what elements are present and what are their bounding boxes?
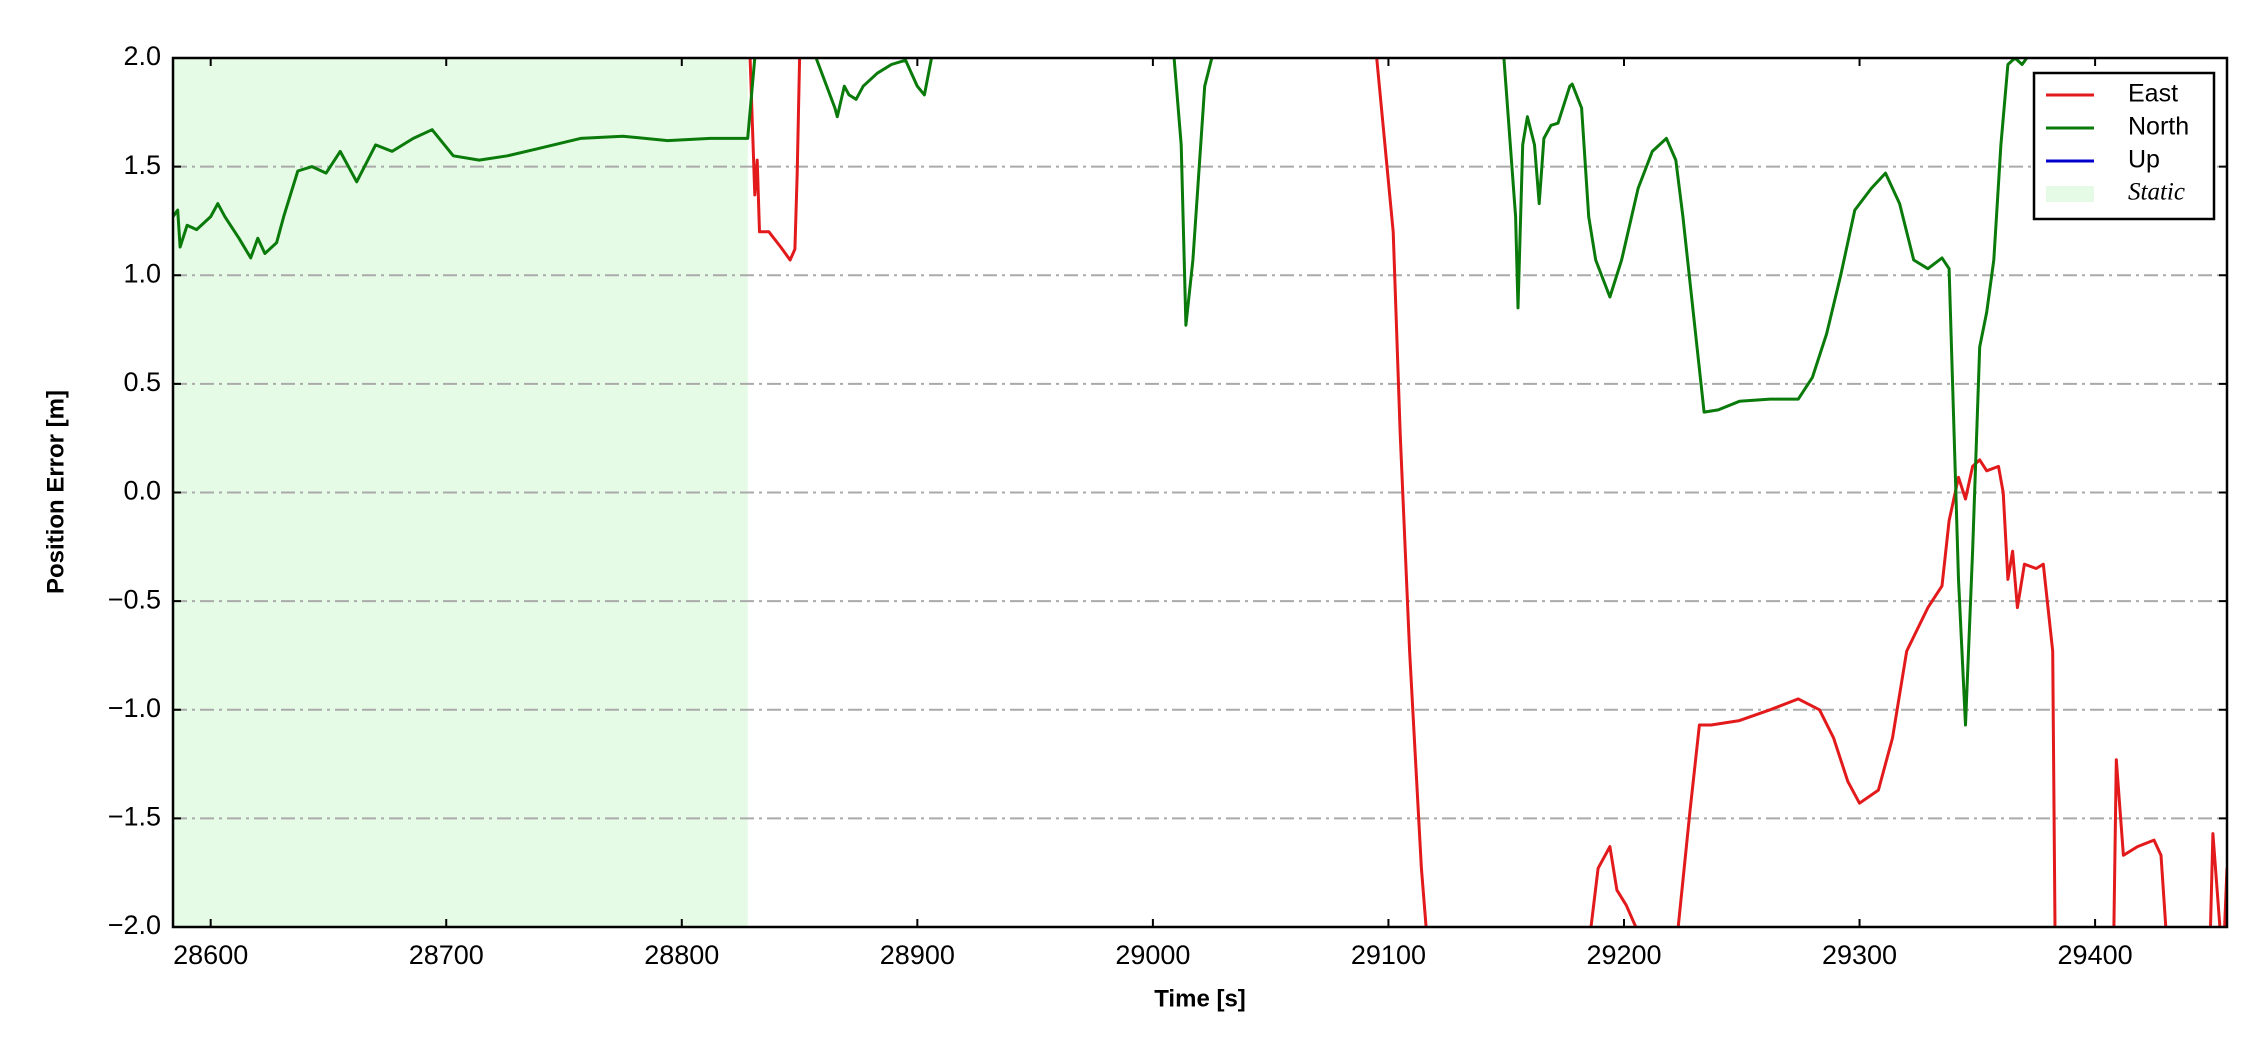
x-tick-label: 28600 [173, 940, 248, 970]
y-tick-label: 1.0 [123, 258, 161, 288]
x-tick-label: 29300 [1822, 940, 1897, 970]
x-tick-label: 29000 [1115, 940, 1190, 970]
plot-area [173, 58, 2227, 927]
y-tick-label: −0.5 [108, 584, 161, 614]
x-tick-label: 29400 [2058, 940, 2133, 970]
legend-label: Up [2128, 146, 2160, 174]
y-tick-label: 0.0 [123, 476, 161, 506]
x-axis-title: Time [s] [1154, 985, 1246, 1012]
y-tick-label: −2.0 [108, 910, 161, 940]
x-tick-label: 29100 [1351, 940, 1426, 970]
x-tick-label: 28900 [880, 940, 955, 970]
legend-label: North [2128, 113, 2189, 141]
y-tick-label: 2.0 [123, 41, 161, 71]
y-tick-label: 0.5 [123, 367, 161, 397]
y-axis-title: Position Error [m] [42, 390, 69, 594]
legend-label: Static [2128, 179, 2185, 206]
series-line [748, 58, 2227, 927]
x-tick-label: 28800 [644, 940, 719, 970]
x-tick-label: 29200 [1586, 940, 1661, 970]
plot-frame [171, 56, 2229, 929]
series-line [173, 58, 2029, 727]
legend-swatch [2046, 186, 2094, 202]
y-tick-label: −1.0 [108, 693, 161, 723]
y-tick-label: 1.5 [123, 150, 161, 180]
y-tick-label: −1.5 [108, 802, 161, 832]
x-tick-label: 28700 [409, 940, 484, 970]
legend-label: East [2128, 80, 2178, 108]
